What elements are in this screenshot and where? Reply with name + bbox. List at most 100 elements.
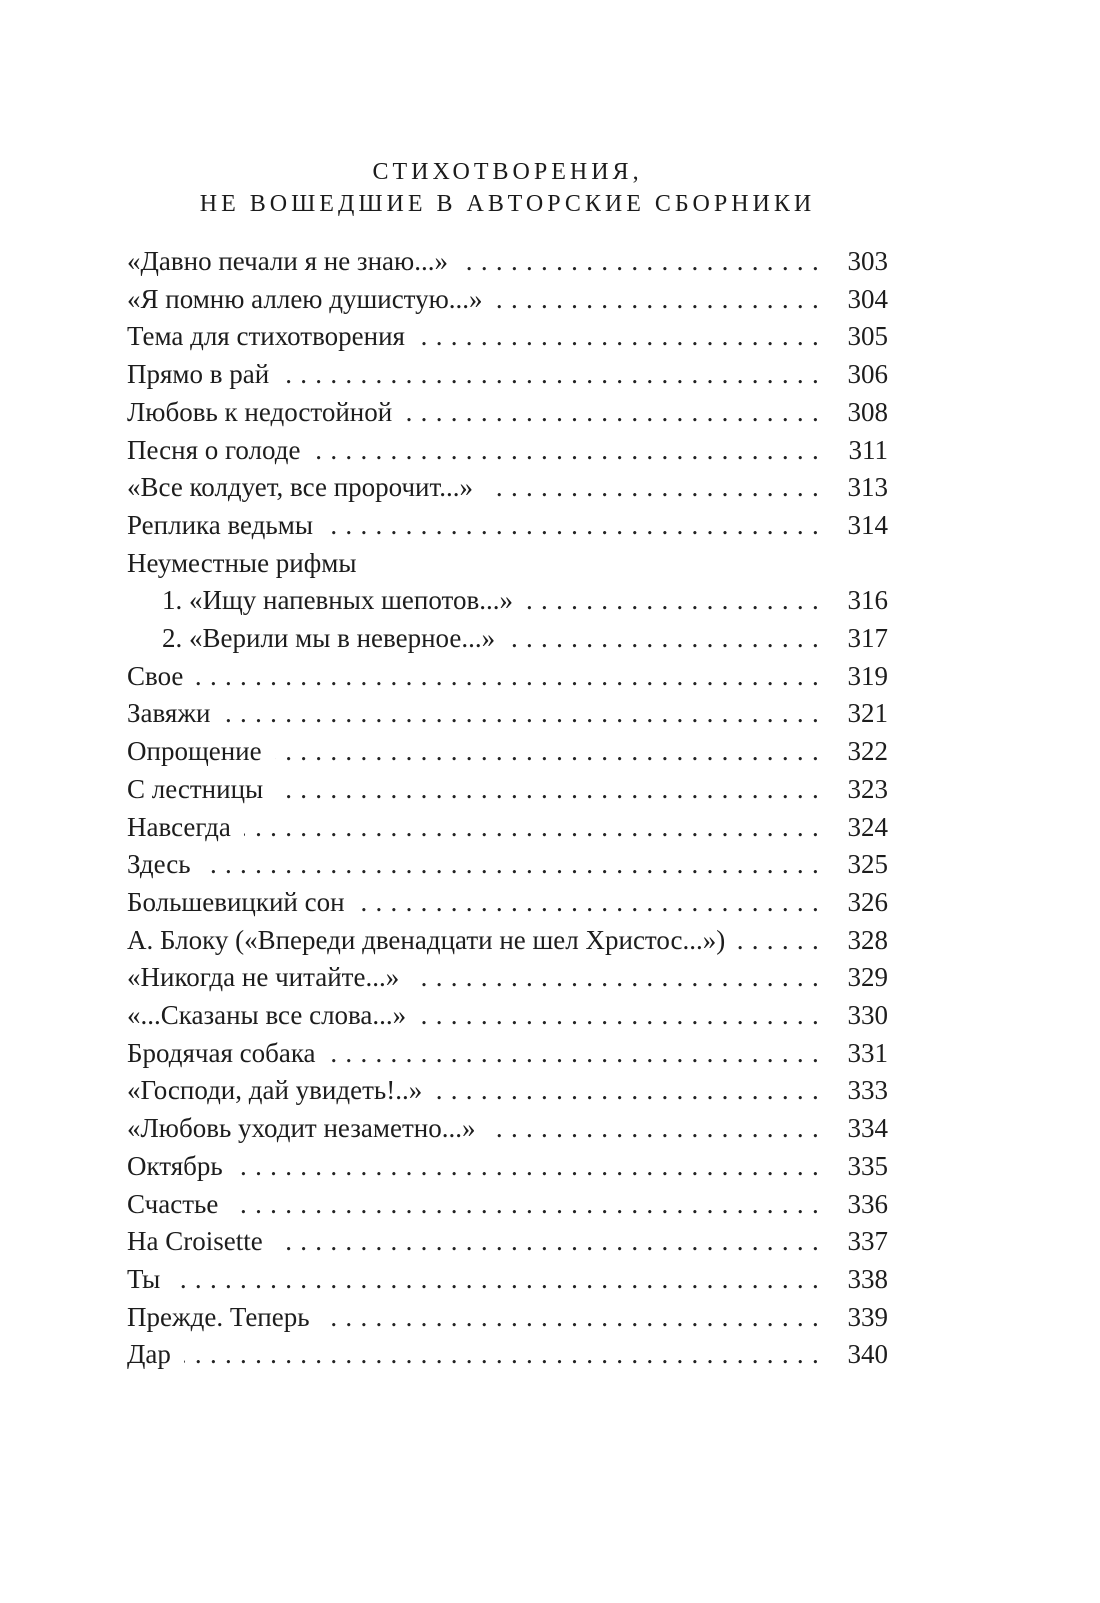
dot-leader — [282, 356, 827, 394]
toc-entry-title: Тема для стихотворения — [127, 321, 405, 352]
toc-entry-page: 308 — [847, 396, 889, 427]
toc-entry-title: 2. «Верили мы в неверное...» — [162, 623, 496, 654]
toc-entry-page: 333 — [847, 1075, 889, 1106]
toc-entry: Песня о голоде 311 — [127, 432, 888, 470]
toc-entry: А. Блоку («Впереди двенадцати не шел Хри… — [127, 922, 888, 960]
toc-entry: Опрощение 322 — [127, 733, 888, 771]
toc-entry-title: Счастье — [127, 1188, 219, 1219]
toc-entry-page: 319 — [847, 660, 889, 691]
toc-entry: 1. «Ищу напевных шепотов...» 316 — [127, 582, 888, 620]
toc-entry: Большевицкий сон 326 — [127, 884, 888, 922]
toc-entry-page: 313 — [847, 472, 889, 503]
toc-entry-title: Здесь — [127, 849, 191, 880]
toc-entry-page: 305 — [847, 321, 889, 352]
toc-entry: Завяжи 321 — [127, 695, 888, 733]
dot-leader — [276, 771, 827, 809]
toc-entry-title: Ты — [127, 1263, 161, 1294]
toc-entry-title: 1. «Ищу напевных шепотов...» — [162, 585, 513, 616]
dot-leader — [461, 243, 827, 281]
toc-entry: «...Сказаны все слова...» 330 — [127, 997, 888, 1035]
toc-entry-page: 303 — [847, 246, 889, 276]
toc-entry: Свое 319 — [127, 658, 888, 696]
toc-entry-title: Свое — [127, 660, 184, 691]
toc-entry-title: «Любовь уходит незаметно...» — [127, 1113, 476, 1144]
toc-entry-page: 311 — [848, 434, 889, 465]
dot-leader — [323, 1299, 827, 1337]
section-heading-line1: СТИХОТВОРЕНИЯ, — [372, 159, 643, 185]
toc-entry-title: «Господи, дай увидеть!..» — [127, 1075, 423, 1106]
toc-entry-title: «...Сказаны все слова...» — [127, 1000, 407, 1031]
toc-entry: «Давно печали я не знаю...» 303 — [127, 243, 888, 281]
toc-entry-page: 321 — [847, 698, 889, 729]
toc-entry-page: 328 — [847, 924, 889, 955]
dot-leader — [196, 658, 827, 696]
toc-entry: Бродячая собака 331 — [127, 1035, 888, 1073]
toc-entry-title: «Все колдует, все пророчит...» — [127, 472, 473, 503]
dot-leader — [412, 959, 827, 997]
toc-entry-title: Большевицкий сон — [127, 886, 345, 917]
toc-entry-page: 314 — [847, 509, 889, 540]
toc-entry-page: 306 — [847, 359, 889, 390]
dot-leader — [275, 733, 827, 771]
dot-leader — [329, 1035, 827, 1073]
toc-entry: Октябрь 335 — [127, 1148, 888, 1186]
dot-leader — [496, 281, 827, 319]
dot-leader — [738, 922, 827, 960]
toc-entry-title: А. Блоку («Впереди двенадцати не шел Хри… — [127, 924, 726, 955]
dot-leader — [184, 1336, 827, 1374]
toc-entry: Тема для стихотворения 305 — [127, 318, 888, 356]
toc-entry-title: Октябрь — [127, 1150, 223, 1181]
toc-entry: Навсегда 324 — [127, 809, 888, 847]
dot-leader — [358, 884, 827, 922]
toc-entry: «Все колдует, все пророчит...» 313 — [127, 469, 888, 507]
section-heading: СТИХОТВОРЕНИЯ, НЕ ВОШЕДШИЕ В АВТОРСКИЕ С… — [127, 156, 888, 220]
toc-entry: «Я помню аллею душистую...» 304 — [127, 281, 888, 319]
toc-entry: Прямо в рай 306 — [127, 356, 888, 394]
toc-entry-page: 316 — [847, 585, 889, 616]
toc-entry-title: Прямо в рай — [127, 359, 270, 390]
dot-leader — [276, 1223, 827, 1261]
toc-entry: Реплика ведьмы 314 — [127, 507, 888, 545]
dot-leader — [236, 1148, 827, 1186]
toc-list: «Давно печали я не знаю...» 303 «Я помню… — [127, 243, 888, 1374]
toc-entry: Любовь к недостойной 308 — [127, 394, 888, 432]
toc-entry-page: 338 — [847, 1263, 889, 1294]
toc-entry-page: 326 — [847, 886, 889, 917]
toc-entry: Прежде. Теперь 339 — [127, 1299, 888, 1337]
toc-entry: С лестницы 323 — [127, 771, 888, 809]
dot-leader — [204, 846, 827, 884]
toc-entry-title: Неуместные рифмы — [127, 547, 357, 578]
dot-leader — [244, 809, 827, 847]
dot-leader — [508, 620, 827, 658]
toc-entry-page: 331 — [847, 1037, 889, 1068]
dot-leader — [231, 1186, 827, 1224]
toc-entry-page: 336 — [847, 1188, 889, 1219]
toc-entry-page: 337 — [847, 1226, 889, 1257]
toc-entry-title: На Croisette — [127, 1226, 263, 1257]
dot-leader — [418, 318, 827, 356]
toc-entry-title: Навсегда — [127, 811, 231, 842]
toc-entry-page: 335 — [847, 1150, 889, 1181]
toc-entry-title: Песня о голоде — [127, 434, 301, 465]
toc-entry-page: 325 — [847, 849, 889, 880]
toc-entry: «Господи, дай увидеть!..» 333 — [127, 1072, 888, 1110]
toc-entry: Ты 338 — [127, 1261, 888, 1299]
toc-entry-title: «Я помню аллею душистую...» — [127, 283, 483, 314]
dot-leader — [419, 997, 827, 1035]
toc-entry-title: «Давно печали я не знаю...» — [127, 246, 448, 276]
toc-entry-page: 322 — [847, 736, 889, 767]
toc-entry-title: Бродячая собака — [127, 1037, 316, 1068]
toc-entry: Здесь 325 — [127, 846, 888, 884]
dot-leader — [326, 507, 827, 545]
toc-entry-page: 330 — [847, 1000, 889, 1031]
toc-entry-page: 317 — [847, 623, 889, 654]
dot-leader — [488, 1110, 827, 1148]
dot-leader — [313, 432, 827, 470]
dot-leader — [486, 469, 827, 507]
toc-entry: Счастье 336 — [127, 1186, 888, 1224]
toc-entry-page: 339 — [847, 1301, 889, 1332]
toc-entry-title: «Никогда не читайте...» — [127, 962, 400, 993]
dot-leader — [526, 582, 827, 620]
toc-entry: Дар 340 — [127, 1336, 888, 1374]
